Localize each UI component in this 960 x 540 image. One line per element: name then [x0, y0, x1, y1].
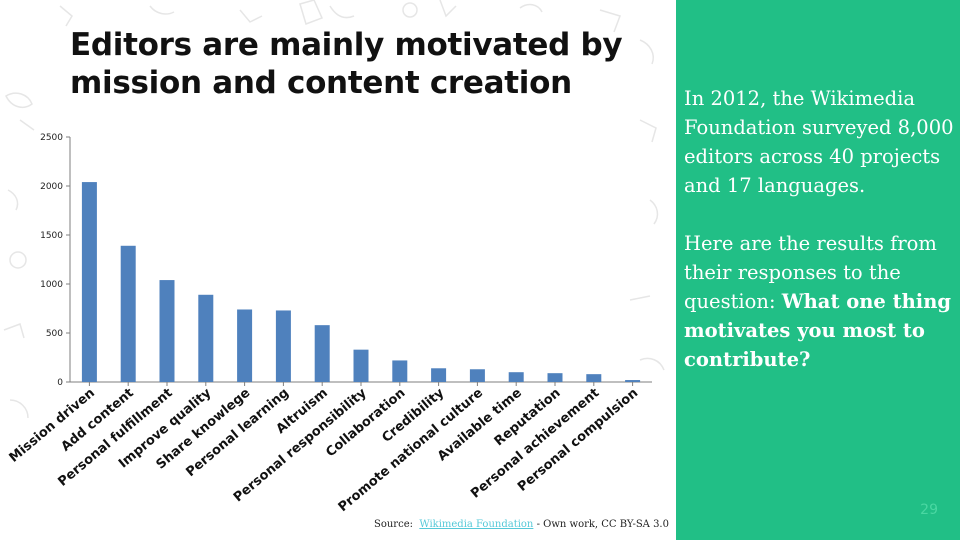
- background-doodles: [3, 0, 665, 419]
- bar: [353, 349, 369, 382]
- y-tick-label: 2000: [40, 182, 63, 192]
- info-paragraph-survey: In 2012, the Wikimedia Foundation survey…: [684, 87, 954, 197]
- y-tick-label: 2500: [40, 133, 63, 143]
- bar: [508, 372, 524, 382]
- source-credit: Source: Wikimedia Foundation - Own work,…: [374, 519, 669, 530]
- info-text: In 2012, the Wikimedia Foundation survey…: [684, 84, 954, 374]
- bar: [625, 380, 641, 382]
- bar-chart: 0 500 1000 1500 2000 2500 Mission driven Add c…: [0, 124, 676, 524]
- bar: [431, 368, 447, 382]
- page-number: 29: [920, 502, 938, 518]
- bar: [547, 373, 563, 382]
- chart-bars: [81, 182, 641, 382]
- info-panel: In 2012, the Wikimedia Foundation survey…: [676, 0, 960, 540]
- y-tick-label: 1000: [40, 280, 63, 290]
- left-panel: Editors are mainly motivated by mission …: [0, 0, 676, 530]
- bar: [159, 280, 175, 382]
- bar: [586, 374, 602, 382]
- bar: [81, 182, 97, 382]
- bar: [120, 245, 136, 382]
- question-intro: Here are the results from their response…: [684, 232, 937, 313]
- source-license: - Own work, CC BY-SA 3.0: [533, 519, 669, 530]
- survey-question: What one thing motivates you most to con…: [684, 290, 952, 371]
- bar: [275, 310, 291, 382]
- bar: [469, 369, 485, 382]
- bar: [314, 325, 330, 382]
- y-tick-label: 0: [57, 378, 63, 388]
- source-prefix: Source:: [374, 519, 413, 530]
- bar: [237, 309, 253, 382]
- source-link[interactable]: Wikimedia Foundation: [419, 519, 534, 530]
- slide-title: Editors are mainly motivated by mission …: [70, 27, 623, 101]
- bar: [392, 360, 408, 382]
- y-tick-label: 500: [46, 329, 63, 339]
- y-tick-label: 1500: [40, 231, 63, 241]
- bar: [198, 294, 214, 382]
- info-paragraph-question: Here are the results from their response…: [684, 229, 954, 374]
